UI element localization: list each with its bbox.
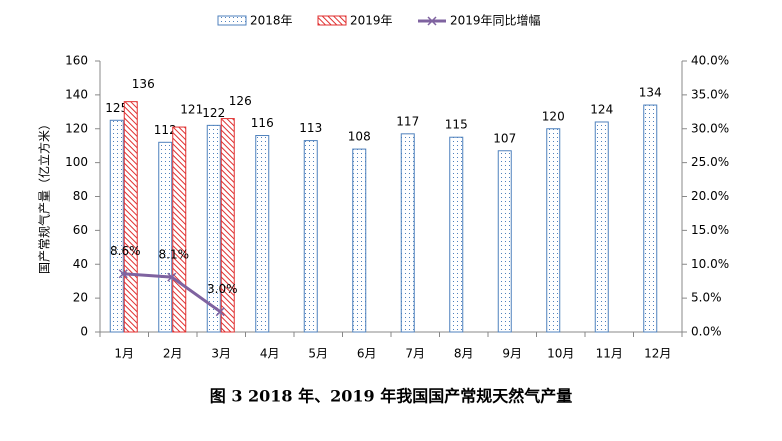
bar: [303, 140, 318, 333]
x-tick-label: 10月: [547, 347, 574, 361]
data-label: 117: [396, 114, 419, 128]
data-label: 125: [105, 101, 128, 115]
y2-tick-label: 35.0%: [691, 87, 729, 101]
data-label: 126: [229, 94, 252, 108]
data-label: 108: [348, 130, 371, 144]
y2-tick-label: 40.0%: [691, 54, 729, 68]
data-label: 8.6%: [110, 244, 141, 258]
chart-title: 图 3 2018 年、2019 年我国国产常规天然气产量: [210, 387, 572, 406]
bar: [109, 119, 124, 333]
x-tick-label: 8月: [454, 347, 474, 361]
bar: [400, 133, 415, 333]
y2-tick-label: 5.0%: [691, 291, 722, 305]
y2-tick-label: 10.0%: [691, 257, 729, 271]
x-tick-label: 3月: [211, 347, 231, 361]
data-label: 107: [493, 131, 516, 145]
legend-label: 2019年: [350, 14, 393, 28]
data-label: 121: [180, 103, 203, 117]
data-label: 120: [542, 109, 565, 123]
bar: [352, 148, 367, 333]
y-tick-label: 120: [65, 121, 88, 135]
bar: [206, 124, 221, 333]
bar: [123, 101, 138, 333]
x-tick-label: 7月: [405, 347, 425, 361]
y-tick-label: 100: [65, 155, 88, 169]
y-tick-label: 20: [73, 291, 88, 305]
data-label: 136: [132, 77, 155, 91]
y2-tick-label: 0.0%: [691, 325, 722, 339]
bar: [172, 126, 187, 333]
y-tick-label: 140: [65, 87, 88, 101]
data-label: 124: [590, 102, 613, 116]
line-marker: [215, 307, 225, 317]
data-label: 134: [639, 86, 662, 100]
data-label: 112: [154, 123, 177, 137]
x-tick-label: 6月: [357, 347, 377, 361]
data-label: 113: [299, 121, 322, 135]
legend-swatch: [317, 15, 347, 26]
x-tick-label: 1月: [114, 347, 134, 361]
y-tick-label: 40: [73, 257, 88, 271]
bar: [497, 150, 512, 333]
bar: [643, 104, 658, 333]
bar: [220, 118, 235, 333]
x-tick-label: 9月: [502, 347, 522, 361]
line-marker: [167, 272, 177, 282]
y2-tick-label: 25.0%: [691, 155, 729, 169]
data-label: 3.0%: [207, 282, 238, 296]
bar: [158, 141, 173, 333]
x-tick-label: 5月: [308, 347, 328, 361]
legend-label: 2019年同比增幅: [450, 13, 541, 28]
bar: [594, 121, 609, 333]
y-tick-label: 160: [65, 54, 88, 68]
data-label: 115: [445, 118, 468, 132]
y2-tick-label: 15.0%: [691, 223, 729, 237]
line-marker: [118, 269, 128, 279]
legend-label: 2018年: [250, 14, 293, 28]
y2-tick-label: 20.0%: [691, 189, 729, 203]
legend-swatch: [217, 15, 247, 26]
legend-swatch: [427, 16, 437, 26]
y-tick-label: 0: [80, 325, 88, 339]
x-tick-label: 12月: [644, 347, 671, 361]
x-tick-label: 2月: [163, 347, 183, 361]
y-tick-label: 80: [73, 189, 88, 203]
data-label: 116: [251, 116, 274, 130]
y-axis-label: 国产常规气产量（亿立方米）: [37, 118, 52, 274]
bar: [449, 136, 464, 333]
y2-tick-label: 30.0%: [691, 121, 729, 135]
x-tick-label: 4月: [260, 347, 280, 361]
x-tick-label: 11月: [596, 347, 623, 361]
y-tick-label: 60: [73, 223, 88, 237]
data-label: 122: [202, 106, 225, 120]
bar: [546, 128, 561, 333]
data-label: 8.1%: [159, 248, 190, 262]
bar: [255, 135, 270, 333]
